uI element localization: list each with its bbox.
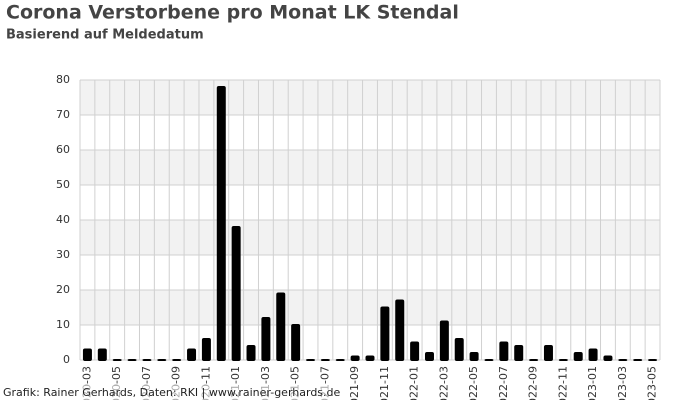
y-tick-label: 40 [56, 213, 70, 226]
grid-band [80, 150, 660, 185]
grid-band [80, 220, 660, 255]
bar [529, 359, 539, 361]
y-tick-label: 30 [56, 248, 70, 261]
bar [514, 345, 524, 361]
bar [201, 338, 211, 361]
x-tick-label: 2023-03 [616, 366, 629, 400]
x-tick-label: 2022-01 [408, 366, 421, 400]
bar [588, 348, 598, 361]
bar [157, 359, 167, 361]
chart-subtitle: Basierend auf Meldedatum [6, 28, 204, 43]
x-tick-label: 2023-01 [586, 366, 599, 400]
footer: Grafik: Rainer Gerhards, Daten: RKI | ww… [3, 386, 341, 399]
bar [484, 359, 494, 361]
chart-title: Corona Verstorbene pro Monat LK Stendal [6, 2, 459, 24]
bar [172, 359, 182, 361]
bar [499, 341, 509, 361]
grid-band [80, 290, 660, 325]
y-tick-label: 70 [56, 108, 70, 121]
bar [603, 355, 613, 361]
y-tick-label: 80 [56, 73, 70, 86]
bar [618, 359, 628, 361]
bar [380, 306, 390, 361]
bar [395, 299, 405, 361]
bar [112, 359, 122, 361]
x-tick-label: 2022-03 [437, 366, 450, 400]
x-tick-label: 2022-05 [467, 366, 480, 400]
bar [306, 359, 316, 361]
bar [261, 317, 271, 361]
bar [231, 226, 241, 361]
bar [543, 345, 553, 361]
bar [424, 352, 434, 361]
y-tick-label: 60 [56, 143, 70, 156]
x-tick-label: 2022-09 [527, 366, 540, 400]
x-tick-label: 2021-09 [348, 366, 361, 400]
bar [648, 359, 658, 361]
bar [410, 341, 420, 361]
bar [335, 359, 345, 361]
x-tick-label: 2022-07 [497, 366, 510, 400]
x-tick-label: 2022-11 [556, 366, 569, 400]
x-tick-label: 2021-11 [378, 366, 391, 400]
bar [246, 345, 256, 361]
grid-band [80, 80, 660, 115]
bar [439, 320, 449, 361]
bar [573, 352, 583, 361]
footer-background [0, 385, 330, 400]
bar [558, 359, 568, 361]
bar [365, 355, 375, 361]
x-tick-label: 2023-05 [646, 366, 659, 400]
bar [187, 348, 197, 361]
bar [142, 359, 152, 361]
bar [82, 348, 92, 361]
bar [97, 348, 107, 361]
bar [350, 355, 360, 361]
bar [633, 359, 643, 361]
y-tick-label: 50 [56, 178, 70, 191]
y-tick-label: 10 [56, 318, 70, 331]
bar [320, 359, 330, 361]
y-tick-label: 20 [56, 283, 70, 296]
bar [291, 324, 301, 361]
bar [216, 86, 226, 361]
y-tick-label: 0 [63, 353, 70, 366]
bar [276, 292, 286, 361]
bar [127, 359, 137, 361]
bar [469, 352, 479, 361]
bar [454, 338, 464, 361]
